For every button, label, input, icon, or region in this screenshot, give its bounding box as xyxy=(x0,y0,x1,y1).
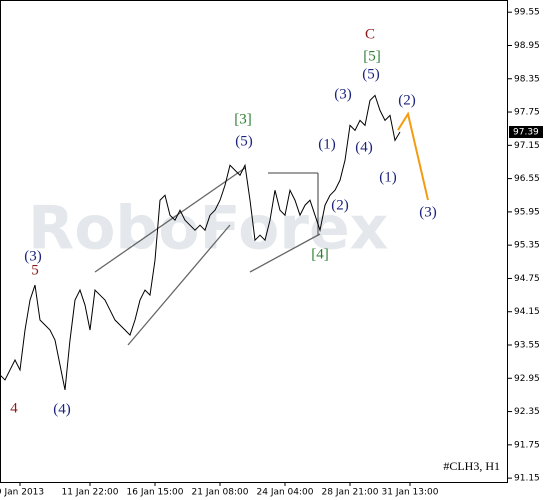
watermark: RoboForex xyxy=(28,194,388,264)
y-tick-label: 93.55 xyxy=(514,340,540,350)
y-tick-label: 95.95 xyxy=(514,207,540,217)
y-tick-label: 98.95 xyxy=(514,41,540,51)
y-tick-label: 94.15 xyxy=(514,307,540,317)
wave-label: (1) xyxy=(379,169,397,185)
y-tick-label: 99.55 xyxy=(514,8,540,18)
wave-label: [3] xyxy=(234,111,252,127)
wave-label: (5) xyxy=(235,133,253,149)
y-tick-label: 97.75 xyxy=(514,108,540,118)
y-tick-label: 97.15 xyxy=(514,141,540,151)
x-tick-label: 16 Jan 15:00 xyxy=(127,488,184,498)
wave-label: (3) xyxy=(334,86,352,102)
wave-label: [5] xyxy=(363,48,381,64)
wave-label: (3) xyxy=(24,248,42,264)
wave-label: (4) xyxy=(355,139,373,155)
y-tick-label: 91.15 xyxy=(514,474,540,484)
last-price-box xyxy=(509,126,543,139)
wave-label: 5 xyxy=(31,262,39,278)
y-tick-label: 92.95 xyxy=(514,374,540,384)
projection xyxy=(397,111,429,201)
y-tick-label: 98.35 xyxy=(514,74,540,84)
wave-label: (5) xyxy=(362,66,380,82)
wave-label: 4 xyxy=(10,400,18,416)
y-tick-label: 95.35 xyxy=(514,241,540,251)
plot-frame xyxy=(0,0,508,483)
y-tick-label: 91.75 xyxy=(514,440,540,450)
y-tick-label: 92.35 xyxy=(514,407,540,417)
y-tick-label: 96.55 xyxy=(514,174,540,184)
price-line xyxy=(0,94,401,391)
wave-label: C xyxy=(365,26,375,42)
x-tick-label: 9 Jan 2013 xyxy=(0,488,44,498)
wave-label: (2) xyxy=(398,92,416,108)
wave-label: [4] xyxy=(311,246,329,262)
x-tick-label: 28 Jan 21:00 xyxy=(322,488,379,498)
wave-label: (3) xyxy=(419,204,437,220)
x-tick-label: 11 Jan 22:00 xyxy=(62,488,119,498)
x-tick-label: 24 Jan 04:00 xyxy=(257,488,314,498)
y-tick-label: 94.75 xyxy=(514,274,540,284)
trendlines xyxy=(94,167,321,346)
symbol: #CLH3, H1 xyxy=(443,459,500,473)
wave-label: (1) xyxy=(318,136,336,152)
last-price-label: 97.39 xyxy=(513,128,539,138)
x-tick-label: 21 Jan 08:00 xyxy=(192,488,249,498)
wave-label: (4) xyxy=(53,401,71,417)
wave-label: (2) xyxy=(331,197,349,213)
x-tick-label: 31 Jan 13:00 xyxy=(382,488,439,498)
